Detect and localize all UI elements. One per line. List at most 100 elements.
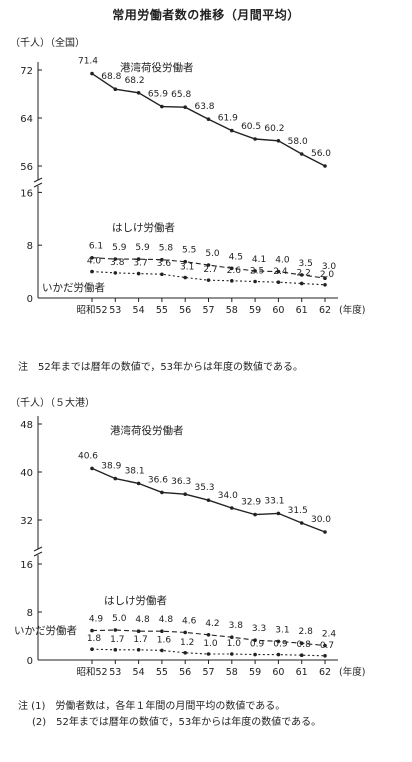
- data-point: [160, 629, 164, 633]
- x-axis-suffix: (年度): [339, 304, 365, 316]
- data-label: 38.9: [101, 462, 121, 472]
- data-label: 2.0: [320, 270, 335, 280]
- data-point: [299, 152, 304, 156]
- data-point: [90, 466, 94, 471]
- data-point: [183, 492, 187, 496]
- data-label: 31.5: [288, 506, 308, 516]
- x-tick-label: 61: [296, 667, 308, 678]
- axis-break-gap: [34, 549, 42, 555]
- x-tick-label: 53: [109, 305, 121, 316]
- x-tick-label: 昭和52: [76, 667, 107, 678]
- data-label: 0.9: [250, 640, 265, 650]
- data-label: 2.5: [250, 267, 264, 277]
- axis-break-mark: [33, 182, 43, 188]
- data-label: 33.1: [264, 496, 284, 506]
- data-label: 36.3: [171, 477, 191, 487]
- data-point: [90, 255, 94, 260]
- y-tick-label: 64: [20, 114, 33, 125]
- data-label: 61.9: [218, 114, 238, 124]
- data-label: 5.0: [112, 614, 127, 624]
- x-tick-label: 59: [249, 667, 261, 678]
- data-label: 1.8: [87, 634, 102, 644]
- data-point: [160, 648, 164, 653]
- axis-break-mark: [33, 551, 43, 557]
- series-label: 港湾荷役労働者: [120, 61, 194, 74]
- data-label: 2.6: [227, 266, 242, 276]
- data-point: [136, 629, 141, 633]
- x-tick-label: 60: [272, 305, 284, 316]
- y-tick-label: 48: [20, 420, 33, 431]
- data-label: 3.1: [275, 625, 289, 635]
- data-point: [113, 87, 118, 91]
- data-label: 65.8: [171, 90, 191, 100]
- data-point: [230, 279, 234, 283]
- data-label: 1.7: [133, 635, 147, 645]
- data-point: [253, 137, 257, 141]
- series-line: [91, 648, 326, 657]
- data-label: 40.6: [78, 451, 98, 461]
- x-tick-label: 55: [156, 305, 168, 316]
- data-label: 4.8: [135, 615, 150, 625]
- y-tick-label: 8: [27, 608, 33, 619]
- y-tick-label: 0: [27, 294, 33, 305]
- data-label: 2.4: [273, 267, 288, 277]
- data-point: [276, 652, 281, 657]
- data-label: 4.2: [205, 619, 219, 629]
- data-label: 1.0: [203, 639, 218, 649]
- x-tick-label: 57: [202, 667, 214, 678]
- data-point: [230, 128, 234, 133]
- data-point: [323, 654, 327, 658]
- data-label: 3.6: [157, 259, 172, 269]
- data-point: [299, 641, 304, 645]
- data-point: [253, 512, 257, 517]
- data-label: 1.2: [180, 638, 194, 648]
- x-tick-label: 56: [179, 305, 191, 316]
- unit-label: （千人）（５大港）: [10, 396, 95, 409]
- page-title: 常用労働者数の推移（月間平均）: [112, 8, 300, 22]
- data-point: [206, 117, 211, 121]
- note-bottom-1: 注 (1) 労働者数は，各年１年間の月間平均の数値である。: [18, 701, 286, 712]
- data-label: 3.7: [133, 259, 147, 269]
- x-tick-label: 58: [226, 305, 238, 316]
- data-point: [136, 648, 141, 652]
- data-label: 4.8: [159, 615, 174, 625]
- data-point: [253, 279, 257, 284]
- data-point: [136, 91, 141, 95]
- series-label: いかだ労働者: [14, 624, 77, 637]
- series-line: [91, 271, 326, 286]
- x-tick-label: 54: [133, 667, 145, 678]
- data-point: [230, 266, 234, 271]
- data-point: [253, 652, 257, 657]
- data-point: [230, 506, 234, 510]
- data-label: 58.0: [288, 137, 308, 147]
- data-point: [206, 652, 211, 656]
- data-label: 3.8: [229, 621, 244, 631]
- x-tick-label: 53: [109, 667, 121, 678]
- data-label: 60.2: [264, 124, 284, 134]
- x-tick-label: 62: [319, 667, 331, 678]
- data-label: 30.0: [311, 515, 331, 525]
- data-point: [183, 105, 187, 109]
- data-label: 60.5: [241, 122, 261, 132]
- series-label: いかだ労働者: [42, 281, 105, 294]
- data-point: [136, 481, 141, 486]
- x-tick-label: 59: [249, 305, 261, 316]
- data-point: [160, 490, 164, 495]
- data-point: [160, 272, 164, 277]
- data-label: 5.9: [112, 243, 127, 253]
- unit-label: （千人）（全国）: [10, 36, 85, 49]
- series-label: はしけ労働者: [112, 221, 175, 234]
- y-tick-label: 0: [27, 656, 33, 667]
- data-label: 3.5: [299, 259, 313, 269]
- data-label: 2.8: [299, 627, 314, 637]
- data-point: [299, 521, 304, 525]
- data-point: [90, 269, 94, 274]
- data-label: 68.8: [101, 72, 121, 82]
- data-point: [206, 498, 211, 502]
- x-tick-label: 58: [226, 667, 238, 678]
- data-point: [276, 139, 281, 143]
- y-tick-label: 40: [20, 468, 33, 479]
- x-tick-label: 62: [319, 305, 331, 316]
- data-point: [323, 643, 327, 648]
- data-point: [299, 653, 304, 657]
